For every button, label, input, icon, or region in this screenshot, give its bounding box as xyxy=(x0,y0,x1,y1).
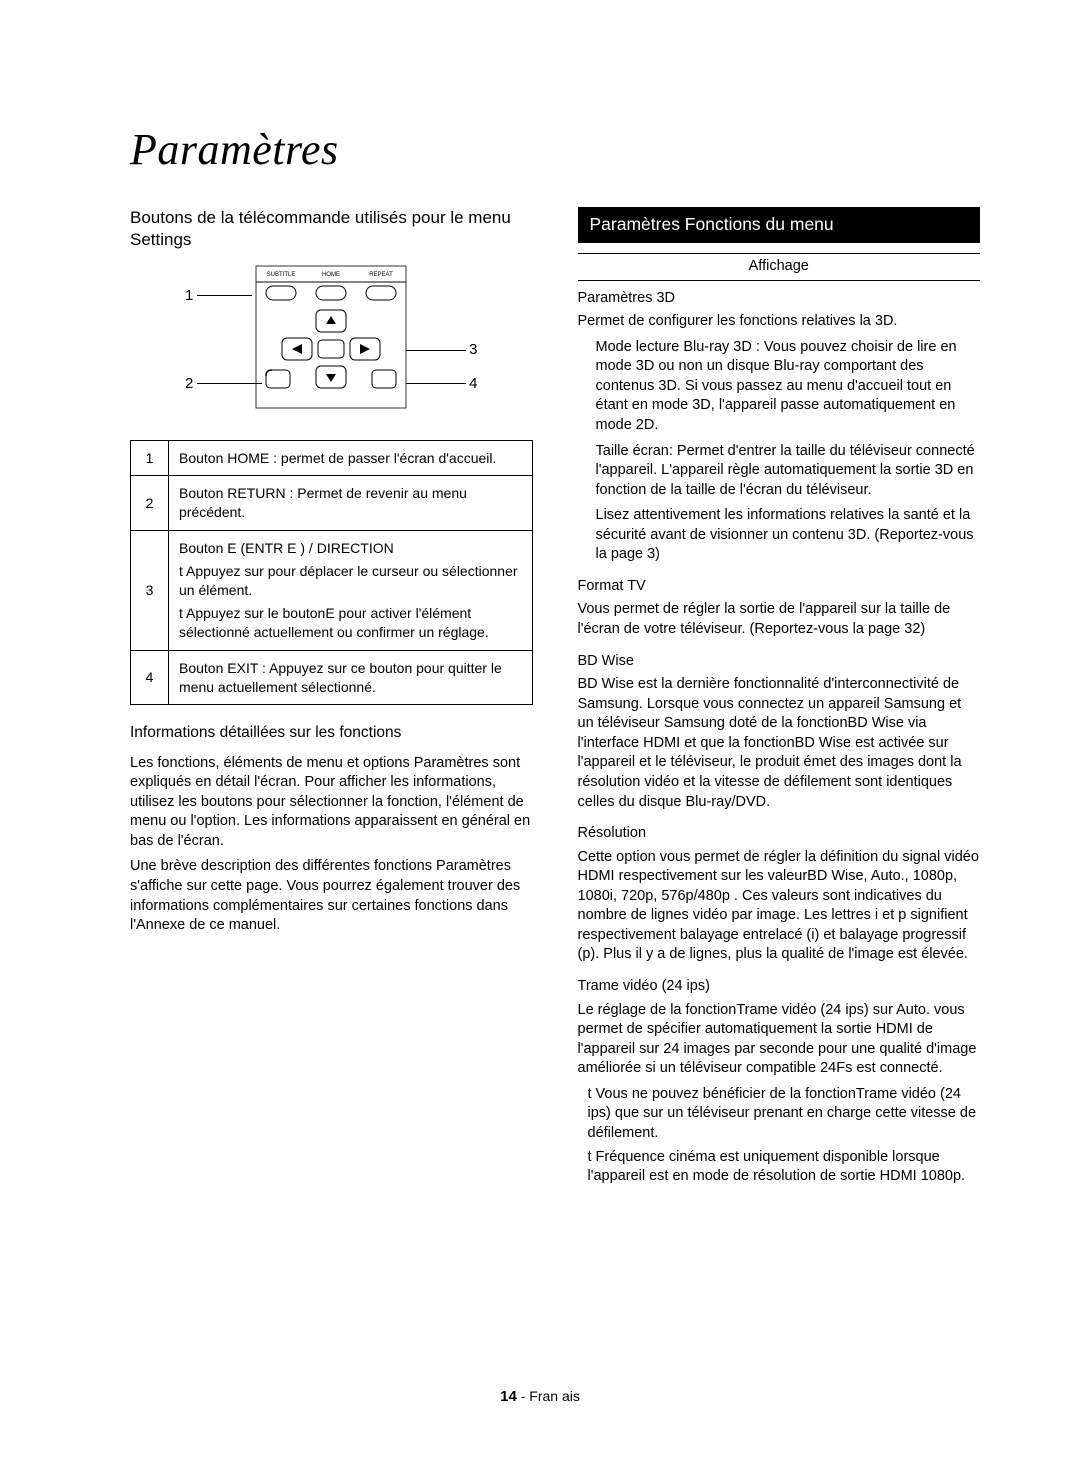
info-heading: Informations détaillées sur les fonction… xyxy=(130,723,533,743)
trame-text: Le réglage de la fonctionTrame vidéo (24… xyxy=(578,1001,981,1079)
remote-heading: Boutons de la télécommande utilisés pour… xyxy=(130,207,533,251)
param3d-b2: Taille écran: Permet d'entrer la taille … xyxy=(578,442,981,501)
resolution-text: Cette option vous permet de régler la dé… xyxy=(578,848,981,965)
right-column: Paramètres Fonctions du menu Affichage P… xyxy=(578,207,981,1190)
table-row: 1 Bouton HOME : permet de passer l'écran… xyxy=(131,440,533,476)
left-column: Boutons de la télécommande utilisés pour… xyxy=(130,207,533,1190)
trame-b2: t Fréquence cinéma est uniquement dispon… xyxy=(578,1148,981,1187)
section-header: Affichage xyxy=(578,253,981,281)
info-p1: Les fonctions, éléments de menu et optio… xyxy=(130,754,533,852)
table-row: 3 Bouton E (ENTR E ) / DIRECTION t Appuy… xyxy=(131,531,533,650)
row-num: 4 xyxy=(131,650,169,705)
page-footer: 14 - Fran ais xyxy=(0,1387,1080,1407)
content-columns: Boutons de la télécommande utilisés pour… xyxy=(130,207,980,1190)
callout-line-4 xyxy=(406,383,466,384)
callout-3: 3 xyxy=(469,340,477,360)
resolution-title: Résolution xyxy=(578,824,981,844)
callout-2: 2 xyxy=(185,374,193,394)
info-p2: Une brève description des différentes fo… xyxy=(130,857,533,935)
callout-line-3 xyxy=(406,350,466,351)
remote-diagram: SUBTITLE HOME REPEAT xyxy=(130,262,533,422)
label-home: HOME xyxy=(322,272,340,278)
button-table: 1 Bouton HOME : permet de passer l'écran… xyxy=(130,440,533,706)
row3-line1: Bouton E (ENTR E ) / DIRECTION xyxy=(179,539,522,558)
param3d-title: Paramètres 3D xyxy=(578,289,981,309)
menu-blackbar: Paramètres Fonctions du menu xyxy=(578,207,981,243)
trame-b1-text: t Vous ne pouvez bénéficier de la foncti… xyxy=(588,1085,981,1144)
page-lang: - Fran ais xyxy=(521,1388,580,1404)
format-text: Vous permet de régler la sortie de l'app… xyxy=(578,600,981,639)
row-text: Bouton E (ENTR E ) / DIRECTION t Appuyez… xyxy=(169,531,533,650)
trame-title: Trame vidéo (24 ips) xyxy=(578,977,981,997)
bdwise-text: BD Wise est la dernière fonctionnalité d… xyxy=(578,675,981,812)
row-text: Bouton EXIT : Appuyez sur ce bouton pour… xyxy=(169,650,533,705)
page-number: 14 xyxy=(500,1388,517,1405)
row-num: 3 xyxy=(131,531,169,650)
format-title: Format TV xyxy=(578,577,981,597)
param3d-intro: Permet de configurer les fonctions relat… xyxy=(578,312,981,332)
table-row: 4 Bouton EXIT : Appuyez sur ce bouton po… xyxy=(131,650,533,705)
bdwise-title: BD Wise xyxy=(578,652,981,672)
row-num: 2 xyxy=(131,476,169,531)
param3d-b1: Mode lecture Blu-ray 3D : Vous pouvez ch… xyxy=(578,338,981,436)
row-text: Bouton HOME : permet de passer l'écran d… xyxy=(169,440,533,476)
label-repeat: REPEAT xyxy=(369,272,393,278)
callout-line-2 xyxy=(197,383,262,384)
callout-1: 1 xyxy=(185,286,193,306)
trame-b2-text: t Fréquence cinéma est uniquement dispon… xyxy=(588,1148,981,1187)
row3-b1: t Appuyez sur pour déplacer le curseur o… xyxy=(179,562,522,600)
page-title: Paramètres xyxy=(130,120,980,179)
trame-b1: t Vous ne pouvez bénéficier de la foncti… xyxy=(578,1085,981,1144)
row-num: 1 xyxy=(131,440,169,476)
param3d-note: Lisez attentivement les informations rel… xyxy=(578,506,981,565)
label-subtitle: SUBTITLE xyxy=(267,272,296,278)
remote-svg: SUBTITLE HOME REPEAT xyxy=(226,262,436,412)
callout-4: 4 xyxy=(469,374,477,394)
row-text: Bouton RETURN : Permet de revenir au men… xyxy=(169,476,533,531)
row3-b2: t Appuyez sur le boutonE pour activer l'… xyxy=(179,604,522,642)
callout-line-1 xyxy=(197,295,252,296)
table-row: 2 Bouton RETURN : Permet de revenir au m… xyxy=(131,476,533,531)
